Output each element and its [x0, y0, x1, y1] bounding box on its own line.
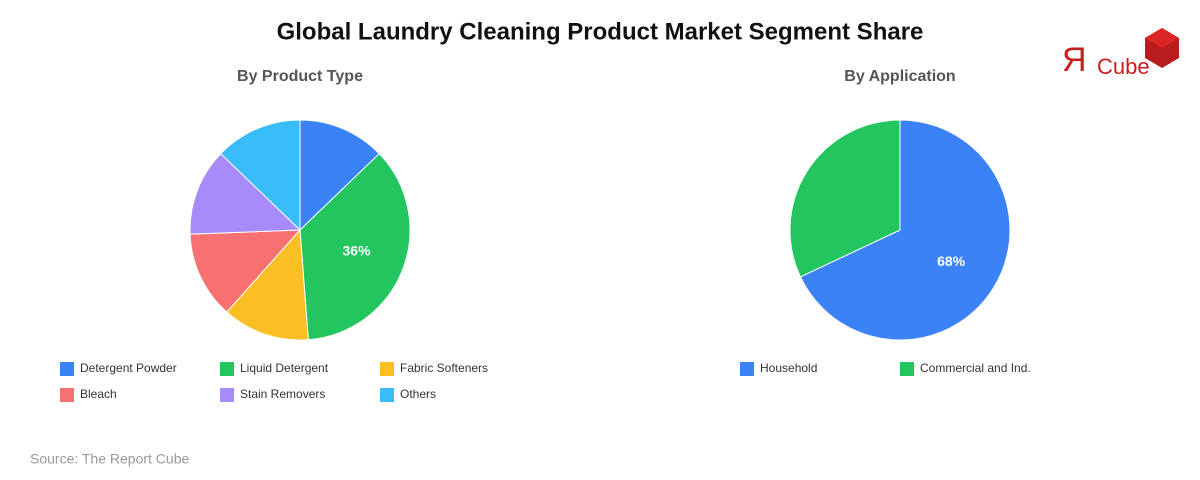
pie-slice	[299, 152, 411, 341]
legend-label: Detergent Powder	[80, 361, 177, 375]
legend-swatch	[220, 362, 234, 376]
data-label: 68%	[937, 253, 966, 269]
subplot-title: By Application	[844, 68, 955, 85]
chart-title: Global Laundry Cleaning Product Market S…	[277, 18, 924, 45]
logo-cube-top	[1145, 28, 1179, 48]
subplot-title: By Product Type	[237, 68, 363, 85]
logo-mark: Я	[1062, 41, 1087, 79]
legend-swatch	[60, 362, 74, 376]
legend-swatch	[380, 362, 394, 376]
legend-swatch	[900, 362, 914, 376]
data-label: 36%	[343, 242, 372, 258]
legend-label: Stain Removers	[240, 387, 325, 401]
legend-swatch	[740, 362, 754, 376]
pie-slice	[220, 119, 301, 232]
logo-text: Cube	[1097, 54, 1150, 79]
source: Source: The Report Cube	[30, 451, 189, 467]
logo: Я Cube	[1062, 28, 1179, 79]
legend-label: Fabric Softeners	[400, 361, 488, 375]
pie-slice	[299, 119, 380, 232]
pie-slice	[189, 229, 302, 313]
pie-slice	[789, 119, 901, 278]
legend-label: Liquid Detergent	[240, 361, 329, 375]
legend-swatch	[220, 388, 234, 402]
legend-swatch	[380, 388, 394, 402]
legend-label: Others	[400, 387, 436, 401]
pie-slice	[189, 152, 302, 235]
legend-swatch	[60, 388, 74, 402]
legend-label: Household	[760, 361, 817, 375]
legend-label: Bleach	[80, 387, 117, 401]
legend-label: Commercial and Ind.	[920, 361, 1031, 375]
pie-slice	[226, 228, 309, 341]
pie-slice	[799, 119, 1011, 341]
